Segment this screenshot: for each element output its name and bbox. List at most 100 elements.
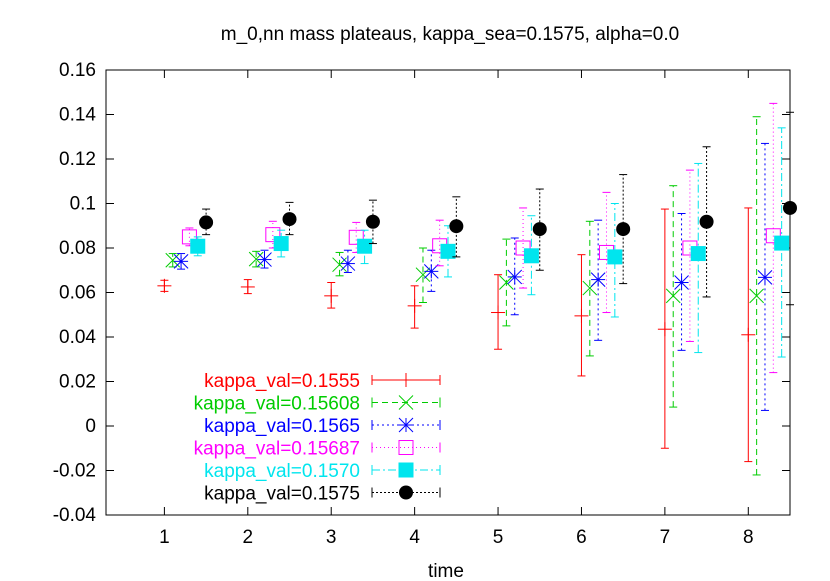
marker-shape (449, 219, 464, 234)
marker-stroke (507, 269, 523, 285)
marker-stroke (674, 275, 689, 290)
marker-shape (440, 243, 456, 259)
marker-stroke (340, 256, 356, 271)
y-tick-label: -0.04 (53, 505, 97, 526)
y-tick-label: -0.02 (53, 461, 96, 482)
marker-shape (399, 485, 413, 500)
y-tick-label: 0.1 (70, 194, 96, 215)
legend-entry: kappa_val=0.1565 (204, 416, 441, 437)
legend-label: kappa_val=0.15687 (194, 439, 360, 460)
y-tick-label: 0.08 (59, 238, 96, 259)
data-point (340, 249, 356, 273)
marker-shape (699, 214, 714, 229)
marker-stroke (423, 264, 439, 279)
x-tick-label: 8 (743, 527, 754, 548)
data-marker (699, 214, 714, 229)
legend-label: kappa_val=0.1565 (204, 416, 360, 437)
data-marker (440, 243, 456, 259)
x-tick-label: 5 (493, 527, 504, 548)
marker-shape (273, 236, 289, 252)
data-point (190, 236, 206, 257)
data-point (407, 285, 422, 329)
legend-entry: kappa_val=0.1575 (204, 484, 441, 505)
data-marker (340, 256, 356, 271)
data-marker (690, 246, 706, 262)
data-point (607, 203, 623, 318)
data-point (240, 279, 255, 295)
series-3 (173, 142, 773, 411)
data-marker (348, 229, 364, 245)
x-tick-label: 1 (159, 527, 170, 548)
data-marker (757, 270, 773, 285)
data-point (507, 237, 523, 316)
marker-shape (282, 212, 297, 227)
data-point (324, 281, 339, 309)
data-point (690, 162, 706, 354)
data-marker (665, 288, 681, 304)
y-tick-label: 0.06 (59, 283, 96, 304)
data-marker (523, 248, 539, 264)
data-point (365, 199, 380, 245)
legend-entry: kappa_val=0.1555 (204, 371, 441, 392)
data-point (257, 249, 272, 269)
data-point (598, 191, 614, 314)
chart-title: m_0,nn mass plateaus, kappa_sea=0.1575, … (221, 24, 679, 45)
data-point (657, 208, 672, 449)
series-1 (157, 207, 756, 463)
data-marker (532, 222, 547, 237)
data-point (499, 238, 514, 327)
legend-entry: kappa_val=0.15608 (194, 394, 441, 415)
marker-shape (357, 238, 373, 254)
marker-shape (515, 240, 531, 256)
marker-shape (265, 227, 281, 243)
legend-entry: kappa_val=0.1570 (204, 461, 441, 482)
x-tick-label: 7 (660, 527, 671, 548)
marker-shape (690, 246, 706, 262)
marker-stroke (257, 252, 272, 267)
marker-shape (532, 222, 547, 237)
data-point (423, 249, 439, 292)
legend-label: kappa_val=0.1570 (204, 461, 360, 482)
data-marker (491, 305, 506, 320)
legend-entry: kappa_val=0.15687 (194, 439, 441, 460)
marker-shape (616, 222, 631, 237)
data-point (749, 116, 764, 476)
plot-frame (105, 69, 791, 516)
data-point (449, 196, 464, 258)
y-tick-label: 0.14 (59, 105, 96, 126)
marker-stroke (398, 417, 414, 433)
data-marker (173, 253, 189, 269)
marker-stroke (499, 275, 514, 290)
data-marker (774, 235, 790, 251)
data-point (674, 213, 689, 351)
data-point (265, 220, 281, 249)
data-marker (190, 238, 206, 254)
data-marker (657, 322, 672, 337)
x-tick-label: 6 (576, 527, 587, 548)
legend-label: kappa_val=0.1575 (204, 484, 360, 505)
marker-shape (523, 248, 539, 264)
legend-marker (399, 373, 413, 387)
data-marker (282, 212, 297, 227)
data-marker (324, 288, 339, 303)
marker-shape (607, 249, 623, 265)
marker-stroke (665, 288, 681, 304)
data-point (741, 207, 756, 463)
data-marker (157, 278, 172, 293)
legend-marker (398, 440, 414, 455)
data-marker (607, 249, 623, 265)
marker-stroke (173, 253, 189, 269)
x-tick-label: 3 (326, 527, 337, 548)
y-tick-label: 0.02 (59, 372, 96, 393)
marker-stroke (248, 251, 264, 267)
data-point (616, 174, 631, 285)
data-point (199, 208, 214, 236)
data-point (440, 225, 456, 278)
marker-shape (199, 215, 214, 230)
marker-shape (398, 440, 414, 455)
x-tick-label: 4 (409, 527, 420, 548)
data-point (273, 229, 289, 258)
data-point (757, 142, 773, 411)
marker-stroke (398, 395, 414, 410)
